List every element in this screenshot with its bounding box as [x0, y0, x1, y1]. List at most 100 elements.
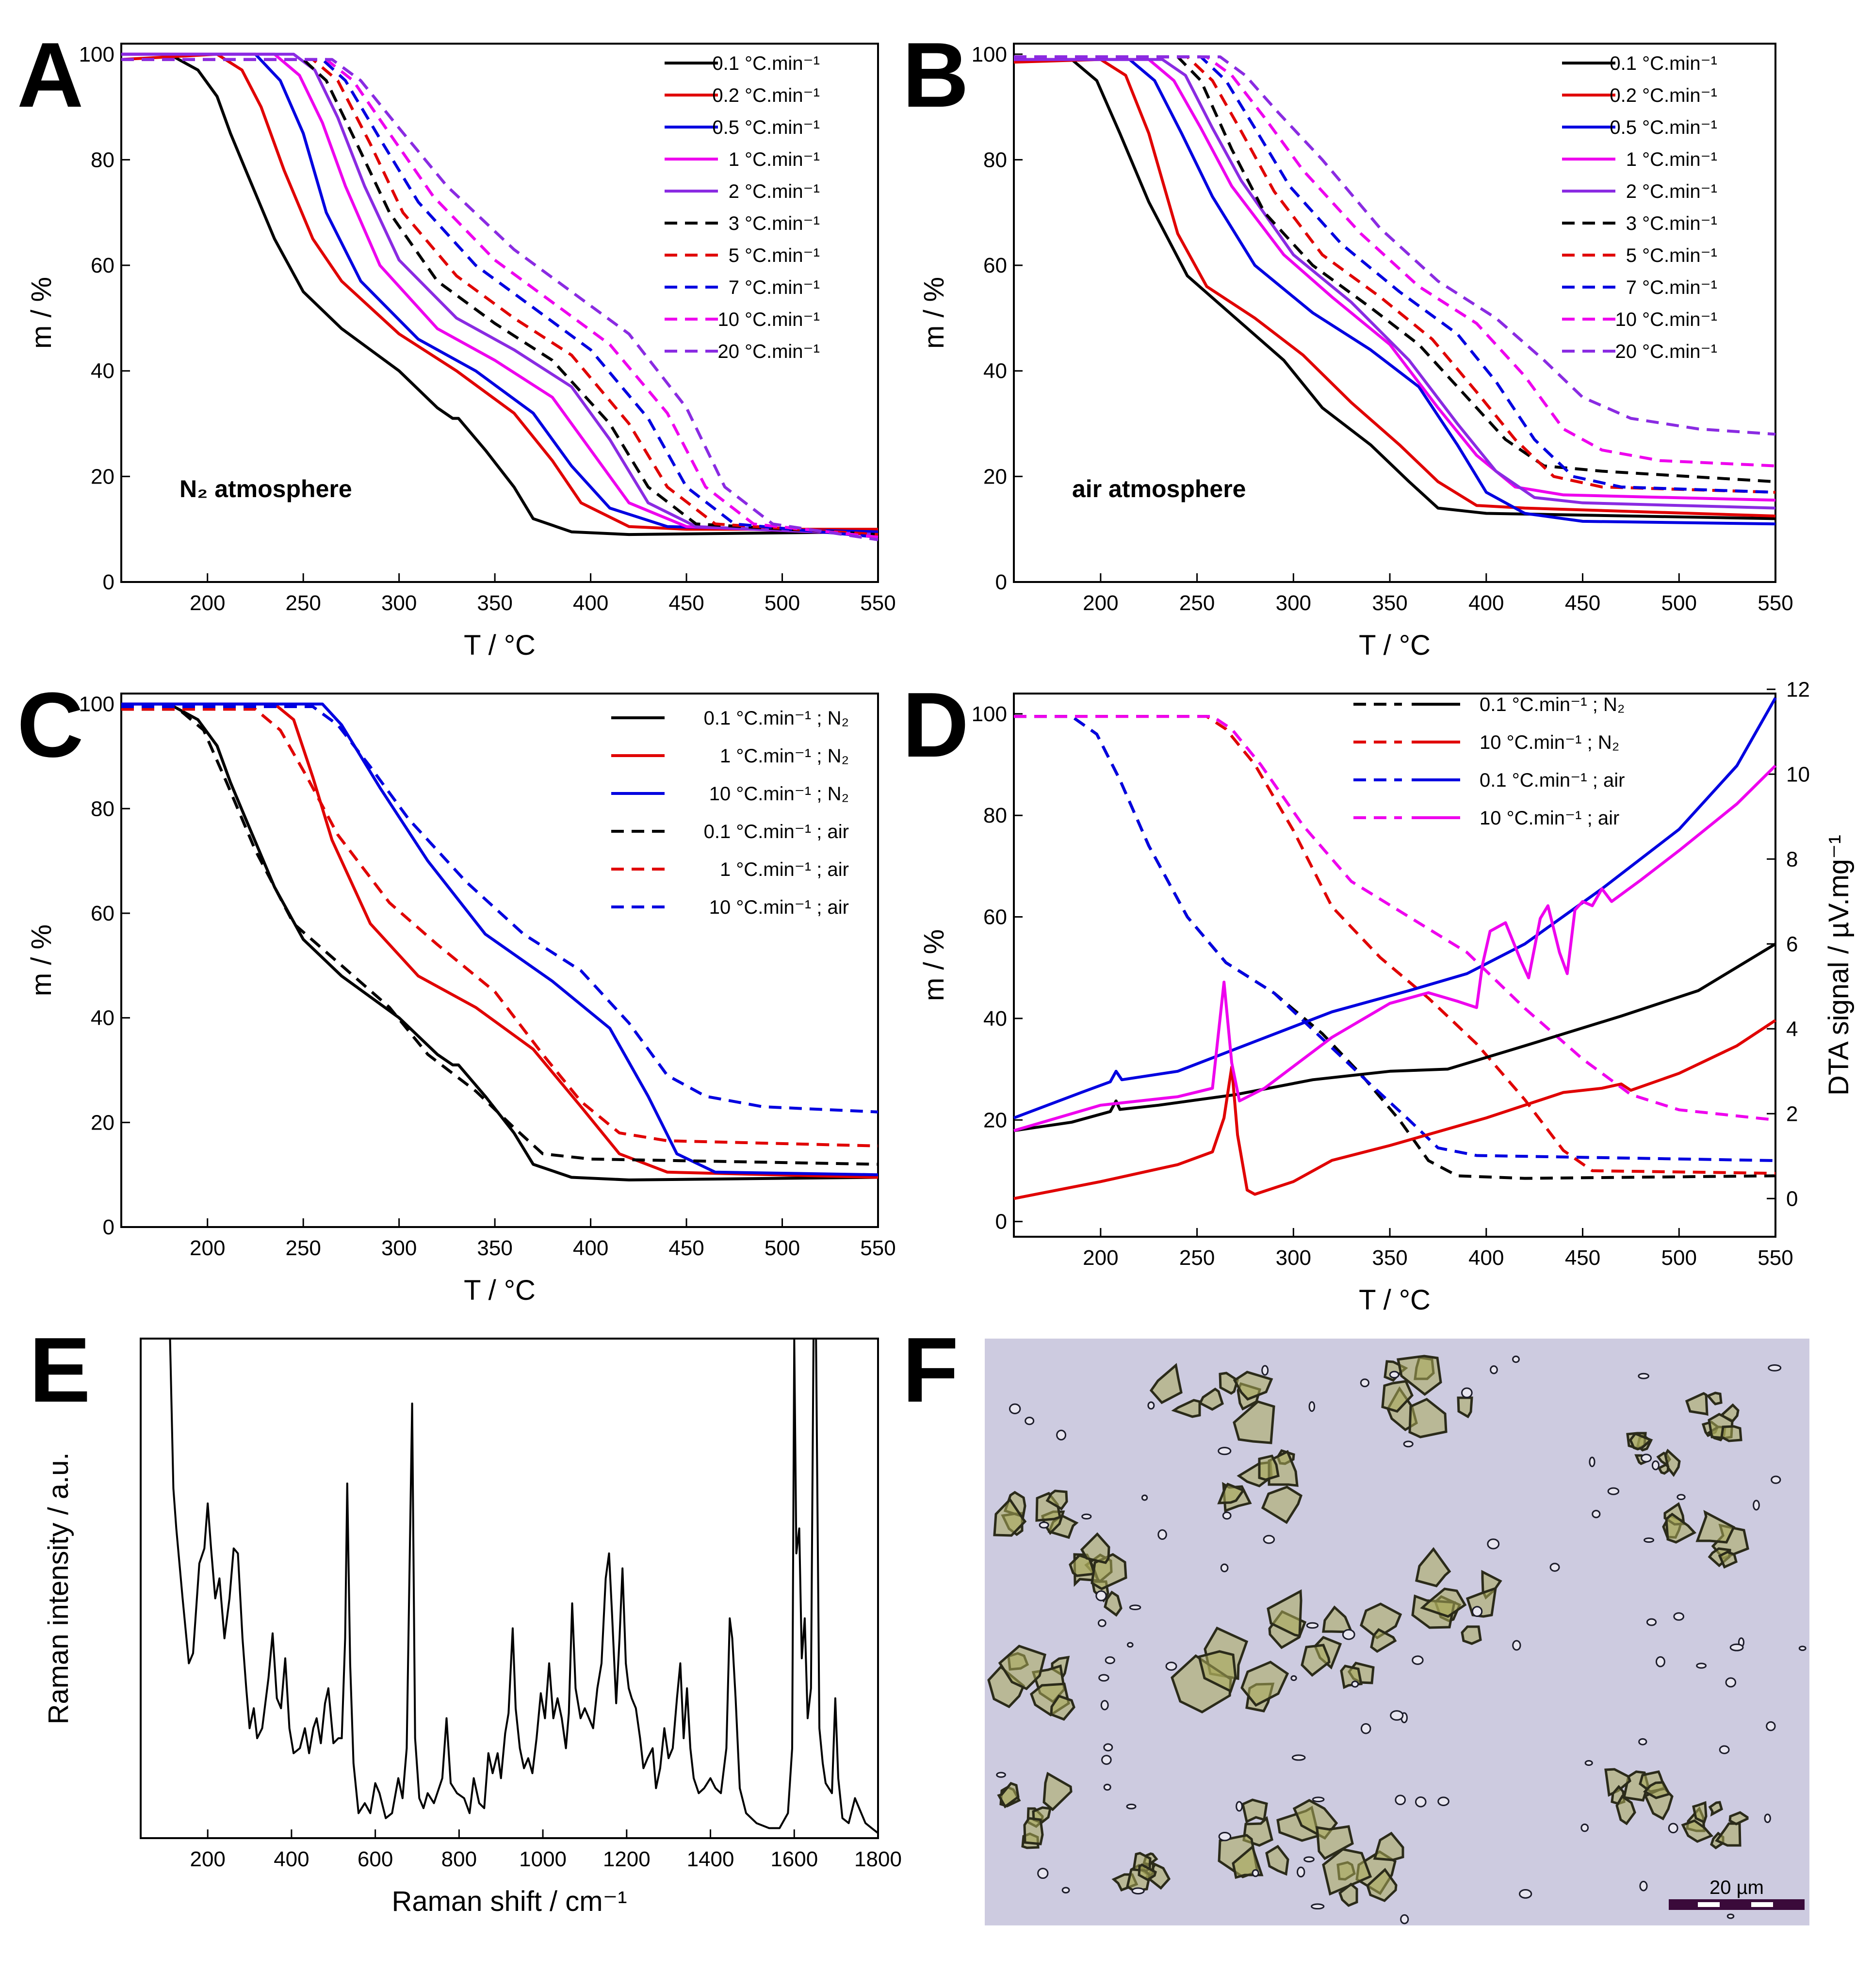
series-line: [1014, 55, 1776, 436]
small-particle: [1677, 1494, 1686, 1501]
y-tick-label: 80: [91, 148, 114, 172]
small-particle: [1461, 1387, 1473, 1398]
y2-tick-label: 12: [1786, 678, 1810, 701]
crystal: [1240, 1661, 1289, 1707]
x-tick-label: 1000: [519, 1847, 567, 1871]
small-particle: [1103, 1743, 1113, 1752]
x-tick-label: 550: [1758, 591, 1793, 615]
x-tick-label: 350: [1372, 591, 1407, 615]
x-tick-label: 300: [381, 591, 417, 615]
small-particle: [1095, 1590, 1107, 1601]
legend-label: 7 °C.min⁻¹: [1626, 277, 1717, 298]
y2-tick-label: 10: [1786, 762, 1810, 786]
y-tick-label: 20: [91, 465, 114, 488]
legend-label: 2 °C.min⁻¹: [729, 181, 820, 202]
crystal: [1370, 1628, 1397, 1653]
small-particle: [1303, 1856, 1315, 1863]
small-particle: [1037, 1868, 1049, 1879]
crystal: [1643, 1781, 1671, 1799]
y-axis-label: Raman intensity / a.u.: [43, 1453, 74, 1725]
x-tick-label: 1600: [770, 1847, 818, 1871]
panel-letter-e: E: [29, 1319, 91, 1422]
crystal: [1171, 1399, 1201, 1418]
legend-label: 10 °C.min⁻¹ ; air: [1480, 808, 1619, 829]
x-tick-label: 350: [477, 1236, 512, 1260]
legend-label: 10 °C.min⁻¹: [718, 309, 820, 330]
small-particle: [1584, 1760, 1593, 1766]
y-tick-label: 60: [983, 905, 1007, 929]
x-axis-label: T / °C: [464, 630, 536, 661]
crystal: [1045, 1489, 1068, 1511]
chart-panel-b-tg-air: 200 250 300 350 400 450 500 550 0 20 40 60 80 100 T / …: [918, 43, 1793, 661]
legend-label: 0.1 °C.min⁻¹: [712, 53, 820, 74]
small-particle: [1312, 1796, 1325, 1803]
small-particle: [1437, 1796, 1449, 1806]
series-group: [121, 702, 879, 1181]
series-line: [1014, 715, 1776, 1175]
y-tick-label: 60: [983, 254, 1007, 277]
small-particle: [1768, 1364, 1782, 1372]
crystal: [1149, 1363, 1183, 1405]
small-particle: [1291, 1754, 1306, 1761]
series-line: [1014, 58, 1776, 502]
small-particle: [1395, 1794, 1406, 1806]
y-tick-label: 0: [103, 570, 114, 594]
legend-label: 0.1 °C.min⁻¹: [1610, 53, 1717, 74]
x-tick-label: 400: [1468, 591, 1504, 615]
crystal: [1258, 1455, 1280, 1481]
crystal: [1706, 1391, 1723, 1406]
small-particle: [1236, 1801, 1243, 1812]
small-particle: [1081, 1513, 1092, 1520]
crystal: [1217, 1482, 1245, 1504]
series-line: [121, 58, 879, 539]
y-axis-label: m / %: [26, 924, 57, 996]
y-tick-label: 60: [91, 902, 114, 925]
panel-letter-f: F: [902, 1319, 959, 1422]
crystal: [1415, 1547, 1451, 1587]
small-particle: [1638, 1373, 1649, 1379]
crystal: [1233, 1400, 1275, 1444]
crystal: [1138, 1863, 1157, 1881]
x-tick-label: 800: [441, 1847, 477, 1871]
crystal: [1050, 1695, 1075, 1721]
series-line: [121, 702, 879, 1181]
x-axis-label: T / °C: [1359, 1284, 1431, 1316]
crystal: [993, 1498, 1027, 1537]
small-particle: [1512, 1640, 1521, 1651]
crystal: [1322, 1848, 1372, 1896]
crystal: [1695, 1510, 1736, 1544]
x-tick-label: 500: [1661, 591, 1697, 615]
series-line: [1014, 58, 1776, 510]
small-particle: [996, 1772, 1006, 1778]
series-line: [1014, 58, 1776, 520]
small-particle: [1290, 1675, 1297, 1681]
x-tick-label: 500: [1661, 1246, 1697, 1270]
series-line: [1013, 1019, 1776, 1200]
chart-panel-a-tg-nitrogen: 200 250 300 350 400 450 500 550 0 20 40 60 80 100 T / …: [26, 43, 896, 661]
small-particle: [1165, 1662, 1177, 1671]
plot-frame: [140, 1338, 879, 1839]
crystal: [1457, 1396, 1473, 1419]
x-tick-label: 500: [765, 1236, 800, 1260]
crystal: [1721, 1403, 1740, 1423]
legend-label: 5 °C.min⁻¹: [729, 245, 820, 266]
small-particle: [1644, 1537, 1655, 1543]
legend-label: 3 °C.min⁻¹: [729, 213, 820, 234]
legend-label: 10 °C.min⁻¹ ; N₂: [1480, 732, 1619, 753]
x-tick-label: 250: [1179, 1246, 1215, 1270]
x-axis-label: Raman shift / cm⁻¹: [391, 1886, 627, 1917]
small-particle: [1639, 1880, 1648, 1891]
x-tick-label: 450: [668, 1236, 704, 1260]
x-tick-label: 200: [1083, 591, 1118, 615]
crystal: [1338, 1882, 1358, 1907]
small-particle: [1549, 1563, 1560, 1572]
series-line: [121, 52, 879, 533]
crystal: [1241, 1798, 1268, 1824]
small-particle: [1729, 1643, 1744, 1651]
x-axis-label: T / °C: [1359, 630, 1431, 661]
small-particle: [1771, 1475, 1781, 1484]
y-tick-label: 0: [995, 570, 1007, 594]
scale-bar-label: 20 µm: [1709, 1877, 1764, 1898]
